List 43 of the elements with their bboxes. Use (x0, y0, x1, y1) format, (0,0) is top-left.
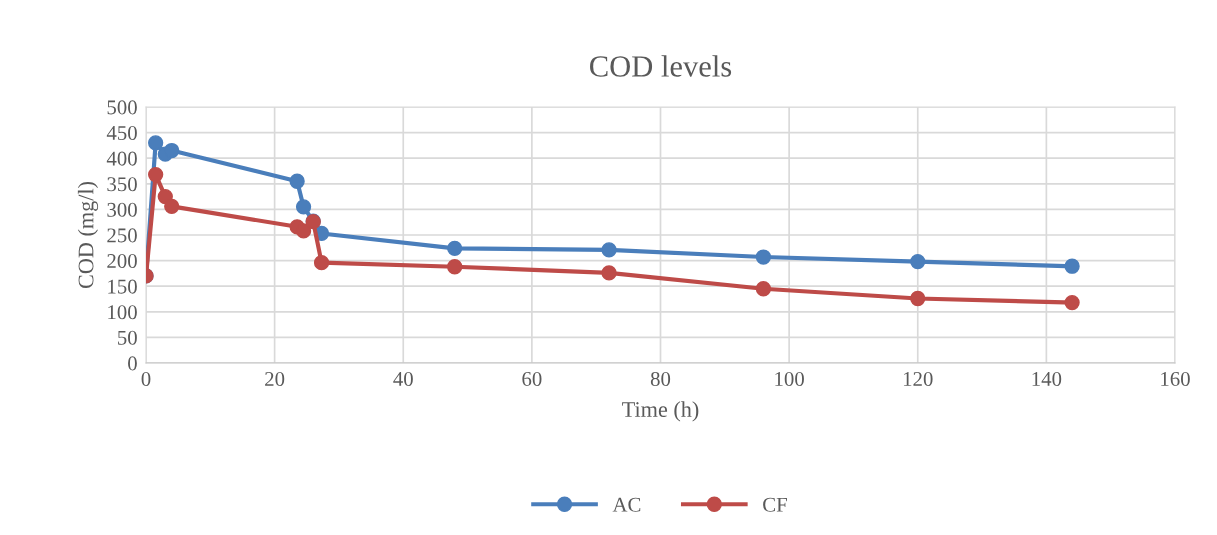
x-tick-label: 40 (393, 371, 413, 386)
y-tick-label: 250 (107, 228, 137, 243)
point (755, 281, 772, 297)
x-tick-label: 120 (903, 371, 933, 386)
x-tick-label: 160 (1161, 371, 1190, 386)
legend-label: AC (612, 497, 641, 512)
y-tick-label: 500 (107, 100, 137, 115)
legend-label: CF (763, 497, 787, 512)
y-tick-label: 0 (128, 356, 137, 371)
y-tick-label: 200 (107, 253, 137, 269)
point (601, 242, 617, 258)
point (295, 199, 312, 215)
point (755, 249, 772, 265)
y-tick-label: 300 (107, 202, 137, 217)
x-tick-label: 60 (522, 371, 542, 386)
y-tick-label: 50 (118, 330, 137, 345)
point (164, 198, 180, 214)
point (447, 259, 463, 275)
point (910, 290, 926, 307)
point (910, 253, 926, 270)
point (447, 240, 463, 256)
point (148, 166, 164, 183)
y-tick-label: 100 (108, 305, 137, 320)
x-tick-label: 0 (141, 371, 151, 386)
x-tick-label: 80 (650, 371, 671, 386)
x-tick-label: 100 (775, 371, 804, 386)
point (148, 135, 164, 151)
y-axis-title: COD (mg/l) (77, 181, 99, 289)
point (1064, 258, 1080, 274)
chart-title: COD levels (590, 55, 732, 77)
point (164, 142, 180, 159)
x-axis-title: Time (h) (622, 401, 699, 422)
y-tick-label: 350 (107, 177, 137, 192)
point (289, 173, 305, 189)
y-tick-label: 400 (106, 151, 137, 166)
point (313, 255, 330, 271)
point (601, 265, 617, 281)
x-tick-label: 20 (265, 371, 285, 386)
y-tick-label: 150 (108, 279, 137, 294)
point (1064, 294, 1080, 311)
point (295, 223, 312, 239)
x-tick-label: 140 (1032, 371, 1062, 386)
y-tick-label: 450 (106, 125, 137, 141)
